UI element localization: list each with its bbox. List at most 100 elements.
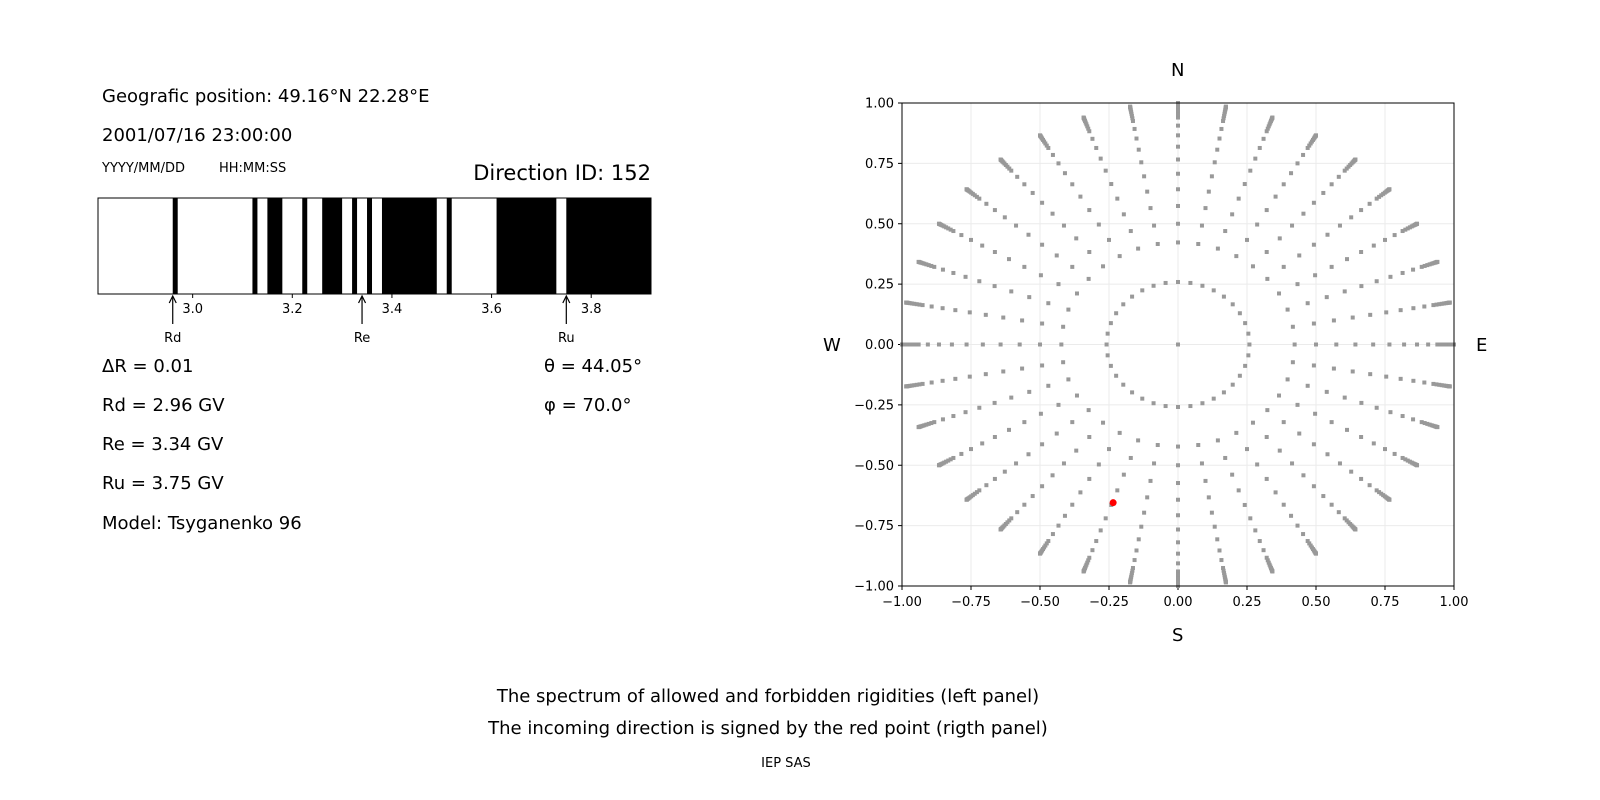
- direction-point: [1085, 124, 1090, 129]
- y-tick-label: −1.00: [854, 580, 894, 595]
- direction-point: [1087, 250, 1092, 255]
- direction-point: [1374, 196, 1379, 201]
- direction-point: [1139, 524, 1144, 529]
- direction-point: [1353, 527, 1358, 532]
- direction-point: [929, 263, 934, 268]
- direction-point: [1121, 382, 1126, 387]
- arrow-head-icon: [168, 294, 177, 304]
- direction-point: [1128, 229, 1133, 234]
- direction-point: [959, 451, 964, 456]
- direction-point: [1200, 283, 1205, 288]
- direction-point: [984, 483, 989, 488]
- forbidden-band: [496, 198, 557, 294]
- direction-point: [1139, 160, 1144, 165]
- direction-point: [1050, 473, 1055, 478]
- direction-point: [1311, 442, 1316, 447]
- direction-point: [920, 381, 925, 386]
- direction-point: [924, 262, 929, 267]
- direction-point: [1243, 321, 1248, 326]
- direction-point: [1301, 152, 1306, 157]
- direction-point: [1115, 488, 1120, 493]
- compass-south: S: [1172, 625, 1184, 646]
- direction-point: [1350, 315, 1355, 320]
- direction-point: [963, 410, 968, 415]
- direction-point: [1014, 223, 1019, 228]
- direction-point: [940, 267, 945, 272]
- y-tick-label: −0.50: [854, 459, 894, 474]
- direction-point: [1377, 490, 1382, 495]
- direction-point: [1337, 461, 1342, 466]
- direction-point: [1435, 425, 1440, 430]
- direction-point: [1136, 438, 1141, 443]
- direction-point: [964, 187, 969, 192]
- direction-point: [904, 384, 909, 389]
- compass-north: N: [1171, 60, 1185, 81]
- direction-point: [1050, 211, 1055, 216]
- direction-point: [1022, 264, 1027, 269]
- direction-point: [1130, 119, 1135, 124]
- direction-point: [1209, 174, 1214, 179]
- direction-point: [1400, 270, 1405, 275]
- direction-point: [910, 342, 915, 347]
- direction-point: [1130, 565, 1135, 570]
- direction-point: [1217, 548, 1222, 553]
- direction-point: [1305, 383, 1310, 388]
- direction-point: [1014, 461, 1019, 466]
- direction-point: [951, 414, 956, 419]
- direction-point: [1223, 229, 1228, 234]
- direction-point: [1121, 472, 1126, 477]
- direction-point: [1314, 133, 1318, 138]
- direction-point: [929, 421, 934, 426]
- direction-point: [1130, 116, 1135, 121]
- direction-point: [1311, 242, 1316, 247]
- direction-point: [1265, 558, 1270, 563]
- direction-point: [1105, 331, 1110, 336]
- direction-point: [1281, 502, 1286, 507]
- direction-point: [1040, 484, 1045, 489]
- direction-point: [1359, 284, 1364, 289]
- direction-point: [1199, 223, 1204, 228]
- direction-point: [1061, 324, 1066, 329]
- direction-point: [1295, 161, 1300, 166]
- direction-point: [1017, 342, 1022, 347]
- direction-point: [926, 421, 931, 426]
- direction-point: [1176, 551, 1180, 556]
- direction-point: [1405, 458, 1410, 463]
- direction-point: [1196, 443, 1201, 448]
- direction-point: [1221, 568, 1226, 573]
- direction-point: [940, 306, 945, 311]
- direction-point: [1050, 532, 1055, 537]
- compass-west: W: [823, 335, 841, 356]
- direction-point: [1128, 455, 1133, 460]
- direction-point: [1129, 113, 1134, 118]
- direction-point: [1261, 548, 1266, 553]
- direction-point: [1367, 201, 1372, 206]
- y-tick-label: −0.75: [854, 519, 894, 534]
- date-format: YYYY/MM/DD: [102, 161, 185, 176]
- direction-point: [1246, 331, 1251, 336]
- direction-point: [1056, 402, 1061, 407]
- direction-point: [1236, 488, 1241, 493]
- direction-point: [1117, 254, 1122, 259]
- direction-point: [1081, 115, 1086, 120]
- direction-point: [1281, 420, 1286, 425]
- direction-point: [1383, 237, 1387, 242]
- direction-point: [1026, 452, 1031, 457]
- direction-point: [1384, 374, 1389, 379]
- direction-point: [1142, 174, 1147, 179]
- direction-point: [936, 342, 941, 347]
- direction-point: [914, 382, 919, 387]
- direction-point: [1387, 187, 1392, 192]
- direction-point: [1248, 516, 1253, 521]
- direction-point: [1334, 342, 1339, 347]
- direction-point: [1044, 541, 1049, 546]
- direction-point: [1085, 560, 1090, 565]
- direction-point: [1206, 189, 1211, 194]
- direction-point: [1070, 264, 1075, 269]
- direction-point: [1336, 174, 1341, 179]
- direction-point: [1236, 196, 1241, 201]
- direction-point: [1387, 497, 1392, 502]
- direction-point: [1038, 273, 1043, 278]
- direction-point: [1038, 551, 1042, 556]
- direction-point: [1438, 342, 1443, 347]
